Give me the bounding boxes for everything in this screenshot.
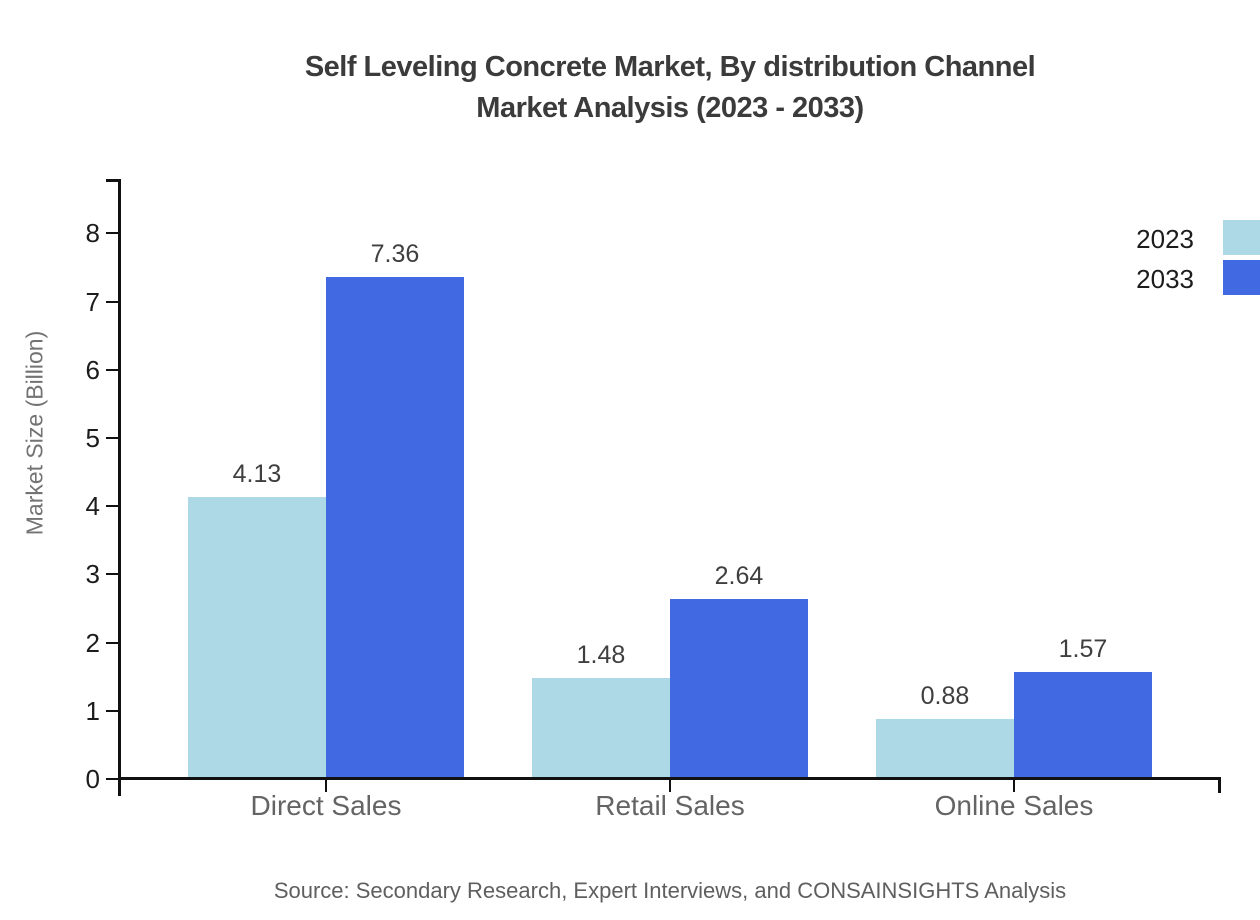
bar-2033-retail-sales <box>670 599 808 779</box>
y-tick-mark <box>106 369 119 371</box>
x-tick-mark <box>1013 780 1015 792</box>
x-axis-spine <box>118 777 1221 780</box>
y-tick-mark <box>106 505 119 507</box>
y-tick-label: 0 <box>85 764 100 794</box>
y-tick-label: 6 <box>85 355 100 385</box>
legend-swatch-2023 <box>1223 220 1260 255</box>
y-tick-label: 7 <box>85 287 100 317</box>
y-tick-label: 1 <box>85 696 100 726</box>
bar-value-label: 0.88 <box>920 682 970 710</box>
y-tick-label: 2 <box>85 628 100 658</box>
y-tick-label: 8 <box>85 218 100 248</box>
y-axis-spine <box>118 179 121 796</box>
legend-label-2023: 2023 <box>1136 224 1194 254</box>
y-tick-mark <box>106 232 119 234</box>
bar-2033-direct-sales <box>326 277 464 779</box>
source-note: Source: Secondary Research, Expert Inter… <box>273 878 1067 903</box>
y-tick-mark <box>106 437 119 439</box>
bar-2033-online-sales <box>1014 672 1152 779</box>
y-tick-label: 4 <box>85 491 100 521</box>
x-tick-mark <box>669 780 671 792</box>
bar-value-label: 2.64 <box>714 562 764 590</box>
chart-title: Self Leveling Concrete Market, By distri… <box>304 51 1036 83</box>
bar-2023-online-sales <box>876 719 1014 779</box>
y-tick-label: 3 <box>85 559 100 589</box>
bar-value-label: 4.13 <box>232 460 282 488</box>
legend-swatch-2033 <box>1223 260 1260 295</box>
x-tick-label: Retail Sales <box>595 790 745 821</box>
y-tick-mark <box>106 778 119 780</box>
bar-value-label: 7.36 <box>370 240 420 268</box>
legend-label-2033: 2033 <box>1136 264 1194 294</box>
y-tick-mark <box>106 642 119 644</box>
bar-2023-retail-sales <box>532 678 670 779</box>
y-tick-mark <box>106 573 119 575</box>
bar-2023-direct-sales <box>188 497 326 779</box>
x-tick-label: Online Sales <box>934 790 1094 821</box>
x-tick-label: Direct Sales <box>250 790 402 821</box>
y-tick-mark <box>106 710 119 712</box>
y-axis-top-cap <box>106 179 121 182</box>
bar-value-label: 1.48 <box>576 641 626 669</box>
y-tick-mark <box>106 301 119 303</box>
x-axis-end-cap <box>1218 777 1221 793</box>
y-tick-label: 5 <box>85 423 100 453</box>
x-tick-mark <box>325 780 327 792</box>
chart-subtitle: Market Analysis (2023 - 2033) <box>476 92 864 124</box>
bar-value-label: 1.57 <box>1058 635 1108 663</box>
